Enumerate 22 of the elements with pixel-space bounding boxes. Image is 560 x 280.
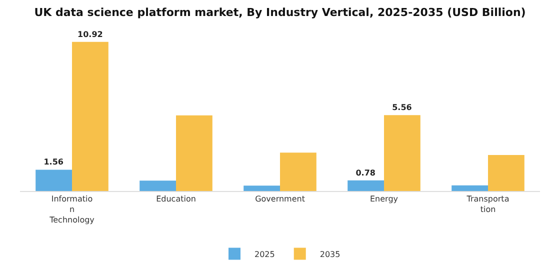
data-label: 5.56 (392, 103, 412, 112)
x-tick-label: Information Technology (48, 194, 95, 224)
bar (348, 180, 384, 191)
bar (36, 170, 72, 191)
bar (244, 186, 280, 191)
x-tick-label: Transportation (466, 194, 510, 214)
bar (72, 42, 108, 191)
bar (140, 180, 176, 191)
chart-title: UK data science platform market, By Industry Vertical, 2025-2035 (USD Billion) (34, 6, 526, 20)
legend-label: 2025 (254, 250, 275, 259)
bar (280, 152, 316, 191)
data-label: 0.78 (356, 168, 376, 178)
x-tick-label: Education (156, 194, 196, 204)
x-tick-label: Government (255, 194, 305, 204)
data-label: 10.92 (78, 30, 103, 39)
bar (488, 154, 524, 191)
bar (176, 115, 212, 191)
legend-label: 2035 (320, 250, 340, 259)
bar (384, 115, 420, 191)
bar (452, 185, 488, 191)
x-tick-label: Energy (370, 194, 398, 204)
data-label: 1.56 (44, 158, 64, 167)
